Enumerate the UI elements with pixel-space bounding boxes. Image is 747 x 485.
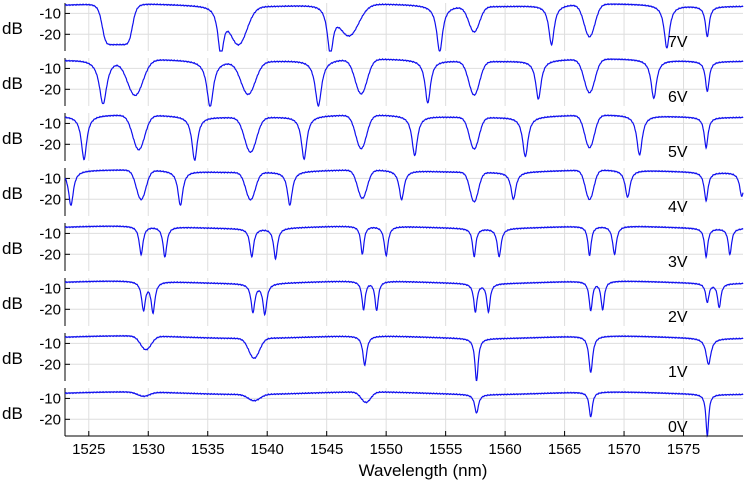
y-axis-label: dB [2, 19, 23, 38]
x-tick-label: 1550 [369, 441, 402, 458]
series-line-1V [64, 334, 744, 382]
panel-4V: -10 -20 dB 4V [2, 168, 744, 216]
series-line-4V [64, 168, 744, 207]
panel-3V: -10 -20 dB 3V [2, 223, 744, 271]
panel-6V: -10 -20 dB 6V [2, 58, 744, 107]
x-tick-label: 1555 [429, 441, 462, 458]
y-axis-label: dB [2, 349, 23, 368]
panel-voltage-label: 5V [668, 144, 688, 161]
y-tick-label: -10 [39, 225, 61, 242]
x-tick-label: 1540 [251, 441, 284, 458]
y-tick-label: -10 [39, 115, 61, 132]
y-tick-label: -10 [39, 390, 61, 407]
y-axis-label: dB [2, 129, 23, 148]
x-tick-label: 1565 [548, 441, 581, 458]
panel-0V: -10 -20 dB 0V [2, 388, 744, 438]
x-tick-label: 1535 [191, 441, 224, 458]
panel-voltage-label: 2V [668, 309, 688, 326]
y-axis-label: dB [2, 404, 23, 423]
x-tick-label: 1525 [72, 441, 105, 458]
panel-1V: -10 -20 dB 1V [2, 333, 744, 382]
y-tick-label: -20 [39, 26, 61, 43]
panel-voltage-label: 3V [668, 254, 688, 271]
series-line-6V [64, 58, 744, 107]
y-tick-label: -20 [39, 356, 61, 373]
y-tick-label: -10 [39, 170, 61, 187]
y-tick-label: -20 [39, 136, 61, 153]
series-line-2V [64, 279, 744, 317]
panel-voltage-label: 6V [668, 89, 688, 106]
x-tick-label: 1530 [132, 441, 165, 458]
x-tick-label: 1575 [667, 441, 700, 458]
series-line-7V [64, 3, 744, 52]
x-tick-label: 1560 [488, 441, 521, 458]
y-tick-label: -10 [39, 280, 61, 297]
y-axis-label: dB [2, 294, 23, 313]
panel-voltage-label: 4V [668, 199, 688, 216]
panel-7V: -10 -20 dB 7V [2, 3, 744, 52]
y-axis-label: dB [2, 74, 23, 93]
x-axis-title: Wavelength (nm) [359, 461, 488, 480]
series-line-0V [64, 390, 744, 438]
y-axis-label: dB [2, 239, 23, 258]
y-tick-label: -20 [39, 301, 61, 318]
x-axis: 1525 1530 1535 1540 1545 1550 1555 1560 1565 1570… [65, 431, 743, 458]
y-tick-label: -10 [39, 60, 61, 77]
x-tick-label: 1545 [310, 441, 343, 458]
y-tick-label: -20 [39, 191, 61, 208]
panel-voltage-label: 1V [668, 364, 688, 381]
y-tick-label: -20 [39, 246, 61, 263]
y-axis-label: dB [2, 184, 23, 203]
panel-5V: -10 -20 dB 5V [2, 113, 744, 162]
y-tick-label: -20 [39, 81, 61, 98]
panels-group: -10 -20 dB 7V -10 -20 dB 6V -10 -20 dB 5V -10 -20 dB 4V… [2, 3, 744, 438]
y-tick-label: -20 [39, 411, 61, 428]
y-tick-label: -10 [39, 335, 61, 352]
y-tick-label: -10 [39, 5, 61, 22]
series-line-3V [64, 224, 744, 261]
panel-2V: -10 -20 dB 2V [2, 278, 744, 326]
panel-voltage-label: 7V [668, 34, 688, 51]
x-tick-label: 1570 [607, 441, 640, 458]
panel-voltage-label: 0V [668, 419, 688, 436]
series-line-5V [64, 114, 744, 162]
